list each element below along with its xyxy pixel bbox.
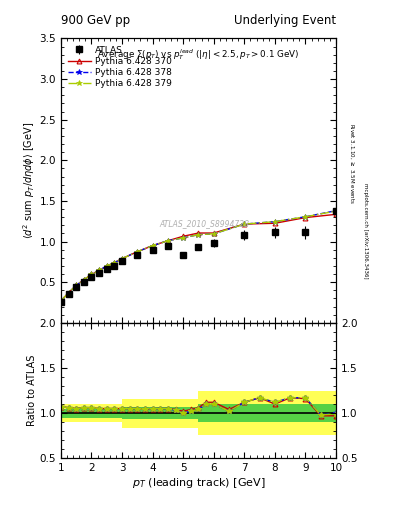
Pythia 6.428 378 [89, 271, 94, 278]
Pythia 6.428 370 [97, 267, 101, 273]
Pythia 6.428 378 [211, 231, 216, 237]
Legend: ATLAS, Pythia 6.428 370, Pythia 6.428 378, Pythia 6.428 379: ATLAS, Pythia 6.428 370, Pythia 6.428 37… [65, 43, 175, 91]
Pythia 6.428 370 [150, 243, 155, 249]
Pythia 6.428 378 [165, 238, 170, 244]
Pythia 6.428 379 [272, 219, 277, 225]
Pythia 6.428 379 [334, 208, 338, 214]
Pythia 6.428 370 [196, 230, 201, 236]
Pythia 6.428 378 [196, 231, 201, 238]
Pythia 6.428 379 [120, 255, 125, 262]
Text: Rivet 3.1.10, $\geq$ 3.5M events: Rivet 3.1.10, $\geq$ 3.5M events [348, 123, 356, 204]
Line: Pythia 6.428 378: Pythia 6.428 378 [58, 208, 339, 304]
Pythia 6.428 379 [181, 235, 185, 241]
Pythia 6.428 378 [112, 260, 117, 266]
Text: Underlying Event: Underlying Event [234, 14, 336, 27]
Pythia 6.428 370 [59, 298, 63, 304]
Pythia 6.428 379 [81, 276, 86, 283]
X-axis label: $p_T$ (leading track) [GeV]: $p_T$ (leading track) [GeV] [132, 476, 265, 490]
Pythia 6.428 370 [181, 233, 185, 239]
Pythia 6.428 378 [334, 207, 338, 214]
Text: mcplots.cern.ch [arXiv:1306.3436]: mcplots.cern.ch [arXiv:1306.3436] [363, 183, 368, 278]
Pythia 6.428 379 [112, 260, 117, 266]
Pythia 6.428 379 [74, 282, 79, 288]
Line: Pythia 6.428 370: Pythia 6.428 370 [59, 212, 338, 303]
Pythia 6.428 379 [211, 231, 216, 237]
Pythia 6.428 370 [89, 271, 94, 278]
Pythia 6.428 370 [135, 249, 140, 255]
Pythia 6.428 370 [105, 263, 109, 269]
Text: ATLAS_2010_S8994728: ATLAS_2010_S8994728 [159, 219, 249, 228]
Pythia 6.428 379 [66, 290, 71, 296]
Pythia 6.428 379 [165, 238, 170, 244]
Text: 900 GeV pp: 900 GeV pp [61, 14, 130, 27]
Pythia 6.428 370 [112, 260, 117, 266]
Pythia 6.428 378 [135, 249, 140, 255]
Pythia 6.428 378 [303, 214, 308, 220]
Pythia 6.428 370 [334, 211, 338, 218]
Pythia 6.428 379 [303, 214, 308, 220]
Pythia 6.428 370 [81, 276, 86, 283]
Pythia 6.428 378 [272, 219, 277, 225]
Pythia 6.428 378 [181, 235, 185, 241]
Pythia 6.428 370 [242, 221, 247, 227]
Pythia 6.428 378 [242, 221, 247, 227]
Pythia 6.428 379 [105, 263, 109, 269]
Y-axis label: $\langle d^2$ sum $p_T/d\eta d\phi\rangle$ [GeV]: $\langle d^2$ sum $p_T/d\eta d\phi\rangl… [21, 122, 37, 239]
Pythia 6.428 370 [66, 290, 71, 296]
Pythia 6.428 379 [89, 271, 94, 278]
Pythia 6.428 378 [97, 267, 101, 273]
Pythia 6.428 370 [165, 238, 170, 244]
Pythia 6.428 379 [59, 298, 63, 304]
Pythia 6.428 378 [59, 298, 63, 304]
Line: Pythia 6.428 379: Pythia 6.428 379 [58, 208, 339, 304]
Pythia 6.428 378 [120, 255, 125, 262]
Pythia 6.428 379 [242, 221, 247, 227]
Pythia 6.428 378 [81, 276, 86, 283]
Pythia 6.428 379 [135, 249, 140, 255]
Text: Average $\Sigma(p_T)$ vs $p_T^{lead}$ ($|\eta| < 2.5, p_T > 0.1$ GeV): Average $\Sigma(p_T)$ vs $p_T^{lead}$ ($… [97, 47, 299, 62]
Pythia 6.428 379 [196, 231, 201, 238]
Pythia 6.428 370 [120, 255, 125, 262]
Pythia 6.428 378 [150, 243, 155, 249]
Pythia 6.428 378 [105, 263, 109, 269]
Pythia 6.428 370 [211, 230, 216, 236]
Pythia 6.428 370 [303, 215, 308, 221]
Pythia 6.428 378 [66, 290, 71, 296]
Pythia 6.428 370 [272, 220, 277, 226]
Pythia 6.428 378 [74, 282, 79, 288]
Pythia 6.428 370 [74, 282, 79, 288]
Pythia 6.428 379 [150, 243, 155, 249]
Y-axis label: Ratio to ATLAS: Ratio to ATLAS [27, 355, 37, 426]
Pythia 6.428 379 [97, 267, 101, 273]
